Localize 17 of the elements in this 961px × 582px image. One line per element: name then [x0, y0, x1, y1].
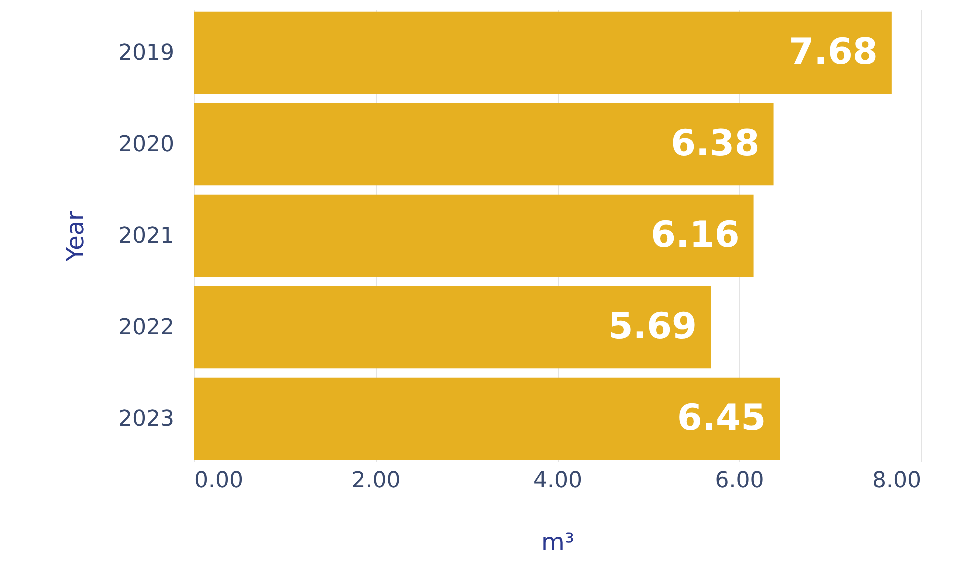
data-label: 6.38 — [670, 124, 760, 164]
y-axis-title: Year — [62, 210, 90, 263]
x-tick-label: 8.00 — [872, 468, 922, 494]
data-label: 7.68 — [789, 32, 878, 74]
x-tick-label: 2.00 — [352, 468, 401, 494]
x-tick-label: 4.00 — [534, 468, 582, 494]
x-tick-label: 6.00 — [715, 468, 764, 494]
x-tick-label: 0.00 — [194, 468, 244, 494]
y-tick-label: 2019 — [118, 41, 174, 66]
y-tick-label: 2020 — [118, 132, 174, 158]
y-tick-label: 2021 — [118, 224, 174, 249]
data-label: 5.69 — [608, 306, 698, 348]
y-tick-label: 2023 — [118, 406, 174, 432]
data-label: 6.16 — [650, 215, 740, 256]
x-axis-title: m³ — [542, 528, 574, 556]
y-tick-label: 2022 — [118, 316, 174, 340]
data-label: 6.45 — [677, 398, 766, 439]
